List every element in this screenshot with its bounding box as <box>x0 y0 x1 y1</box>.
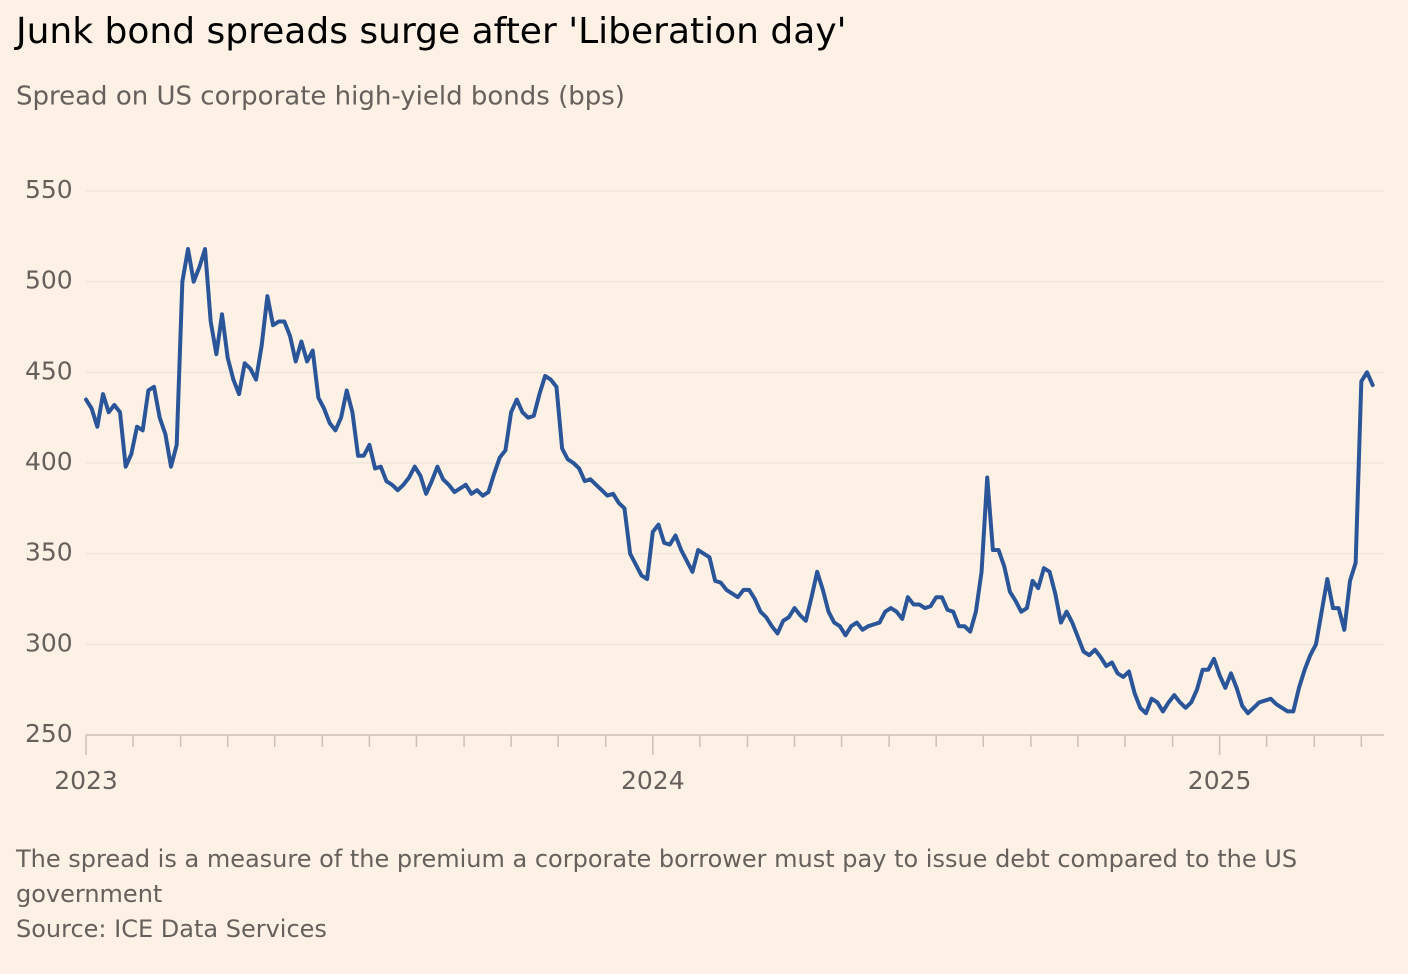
note: The spread is a measure of the premium a… <box>16 845 1298 908</box>
x-tick-label: 2023 <box>54 766 118 795</box>
y-tick-label: 350 <box>25 538 73 567</box>
spread-line <box>84 247 1375 716</box>
footnote: The spread is a measure of the premium a… <box>16 842 1336 947</box>
y-tick-label: 500 <box>25 266 73 295</box>
y-tick-label: 250 <box>25 719 73 748</box>
y-tick-label: 300 <box>25 628 73 657</box>
chart: Junk bond spreads surge after 'Liberatio… <box>14 11 1384 795</box>
x-tick-label: 2025 <box>1188 766 1252 795</box>
chart-subtitle: Spread on US corporate high-yield bonds … <box>16 82 625 112</box>
source: Source: ICE Data Services <box>16 915 327 943</box>
chart-title: Junk bond spreads surge after 'Liberatio… <box>14 11 847 52</box>
y-tick-label: 450 <box>25 356 73 385</box>
y-tick-label: 550 <box>25 175 73 204</box>
x-tick-label: 2024 <box>621 766 685 795</box>
y-tick-label: 400 <box>25 447 73 476</box>
